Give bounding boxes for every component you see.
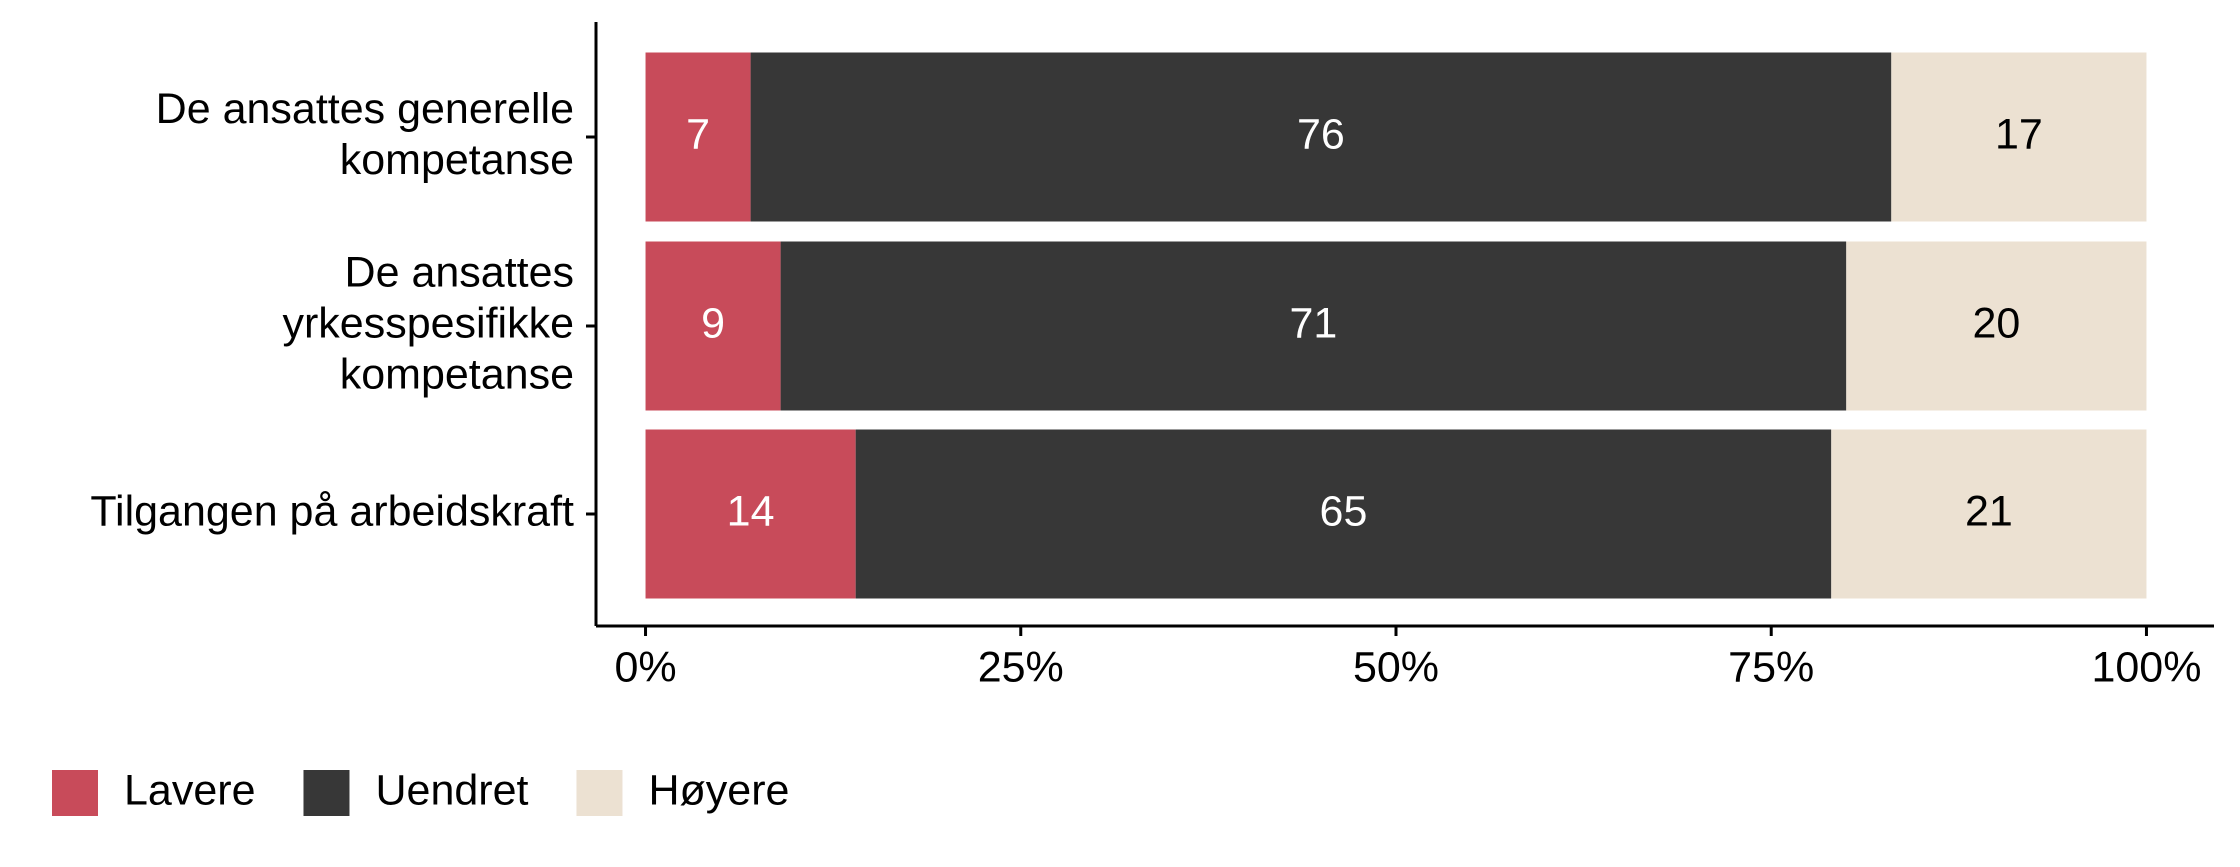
data-label: 9 [701, 299, 725, 347]
data-label: 17 [1995, 110, 2043, 158]
data-label: 14 [727, 487, 775, 535]
y-tick-label: yrkesspesifikke [282, 299, 574, 347]
bar-segment [1846, 241, 2147, 411]
bar-segment [1891, 52, 2147, 222]
legend-swatch [303, 770, 350, 816]
bar-segment [855, 429, 1832, 599]
y-tick-label: Tilgangen på arbeidskraft [90, 487, 574, 535]
x-tick-label: 0% [614, 643, 676, 691]
legend-label: Uendret [375, 766, 528, 814]
x-tick-label: 50% [1353, 643, 1439, 691]
y-tick-label: kompetanse [340, 136, 574, 184]
data-label: 21 [1965, 487, 2013, 535]
data-label: 71 [1290, 299, 1338, 347]
bar-segment [750, 52, 1892, 222]
bar-segment [780, 241, 1847, 411]
bar-segment [645, 241, 781, 411]
bar-segment [645, 52, 751, 222]
y-tick-label: kompetanse [340, 350, 574, 398]
data-label: 65 [1320, 487, 1368, 535]
bar-segment [1831, 429, 2147, 599]
legend-label: Lavere [124, 766, 255, 814]
legend-label: Høyere [648, 766, 789, 814]
data-label: 20 [1972, 299, 2020, 347]
x-tick-label: 100% [2091, 643, 2201, 691]
y-tick-label: De ansattes [345, 248, 574, 296]
legend-swatch [52, 770, 98, 816]
x-tick-label: 25% [978, 643, 1064, 691]
legend-swatch [576, 770, 623, 816]
data-label: 7 [686, 110, 710, 158]
data-label: 76 [1297, 110, 1345, 158]
bar-segment [645, 429, 856, 599]
y-tick-label: De ansattes generelle [156, 85, 574, 133]
x-tick-label: 75% [1728, 643, 1814, 691]
